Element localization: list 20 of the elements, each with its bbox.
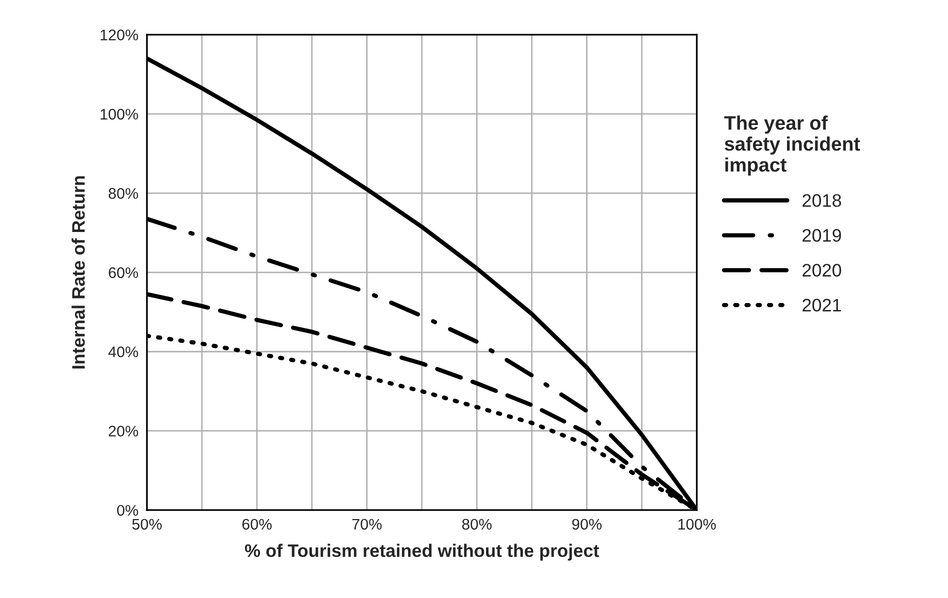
x-tick-label: 100% (678, 518, 716, 530)
y-tick-label: 0% (117, 504, 138, 516)
y-tick-label: 100% (100, 108, 138, 120)
x-tick-label: 70% (352, 518, 382, 530)
y-tick-label: 80% (108, 188, 138, 199)
legend-label: 2020 (802, 264, 842, 277)
y-tick-label: 40% (108, 346, 138, 358)
y-tick-label: 60% (108, 267, 138, 278)
y-axis-title: Internal Rate of Return (72, 176, 85, 368)
legend-label: 2021 (802, 298, 841, 312)
legend-label: 2019 (802, 228, 841, 242)
y-tick-label: 120% (100, 30, 138, 40)
x-tick-label: 50% (132, 518, 162, 530)
y-tick-label: 20% (108, 426, 138, 437)
x-tick-label: 80% (462, 518, 492, 530)
legend-label: 2018 (802, 194, 842, 207)
legend-title: The year of safety incident impact (724, 116, 860, 176)
x-axis-title: % of Tourism retained without the project (244, 544, 600, 561)
x-tick-label: 60% (242, 518, 272, 530)
x-tick-label: 90% (572, 518, 602, 530)
